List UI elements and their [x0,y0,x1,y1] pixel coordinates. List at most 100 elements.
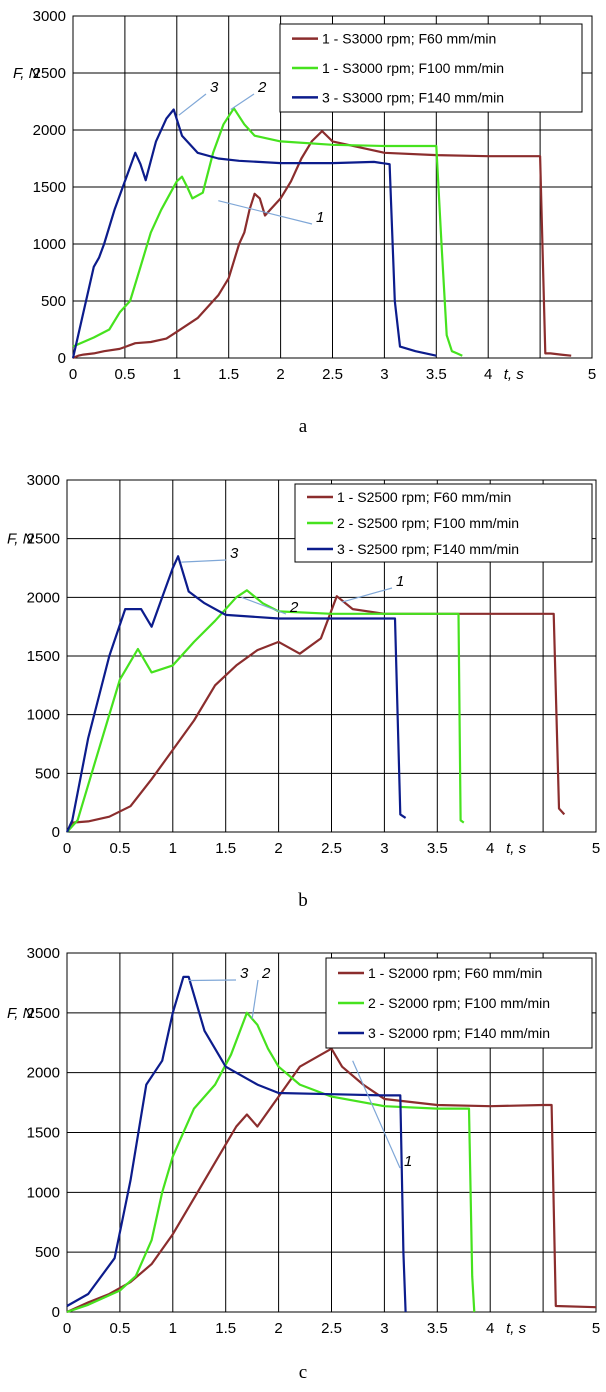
legend-box [325,957,593,1049]
series-line-2 [72,107,463,357]
x-tick-label: 5 [592,1320,600,1337]
annotation-leader [352,1060,401,1169]
y-tick-label: 0 [52,824,60,841]
y-tick-label: 1500 [27,648,60,665]
annotation-label: 1 [396,573,404,590]
x-tick-label: 1.5 [215,840,236,857]
annotation-label: 1 [316,209,324,226]
panel-caption: b [298,890,308,911]
y-tick-label: 3000 [33,8,66,25]
annotation-leader [341,587,393,603]
legend-label: 1 - S3000 rpm; F100 mm/min [322,60,504,76]
y-tick-label: 1500 [27,1125,60,1142]
y-tick-label: 3000 [27,945,60,962]
legend-label: 1 - S2500 rpm; F60 mm/min [337,489,511,505]
legend: 1 - S2500 rpm; F60 mm/min 2 - S2500 rpm; … [294,483,593,563]
legend-label: 1 - S2000 rpm; F60 mm/min [368,965,542,981]
chart-panel-a: 0 500 1000 1500 2000 2500 3000 0 0.5 1 1.5 2 2.5 3 3.5… [13,8,596,437]
y-tick-label: 1000 [27,707,60,724]
legend-label: 2 - S2000 rpm; F100 mm/min [368,995,550,1011]
legend: 1 - S3000 rpm; F60 mm/min 1 - S3000 rpm; … [279,23,583,113]
x-tick-label: 4 [486,840,494,857]
x-tick-label: 1 [169,1320,177,1337]
annotation-label: 3 [210,79,219,96]
annotation-leader [251,979,259,1019]
x-tick-label: 0.5 [114,366,135,383]
legend-label: 1 - S3000 rpm; F60 mm/min [322,31,496,47]
x-tick-label: 1 [169,840,177,857]
y-tick-label: 0 [58,350,66,367]
y-tick-label: 500 [35,1244,60,1261]
series-line-3 [65,555,407,833]
y-tick-label: 500 [35,765,60,782]
legend: 1 - S2000 rpm; F60 mm/min 2 - S2000 rpm; … [325,957,593,1049]
x-tick-label: 0 [63,1320,71,1337]
panel-caption: a [299,416,308,437]
annotation-label: 2 [289,599,299,616]
x-axis-title: t, s [506,840,527,857]
x-tick-label: 2 [276,366,284,383]
x-tick-label: 1.5 [218,366,239,383]
annotation-label: 2 [261,965,271,982]
chart-panel-c: 0 500 1000 1500 2000 2500 3000 0 0.5 1 1.5 2 2.5 3 3.5… [7,945,600,1383]
y-axis-title: F, N [7,531,34,548]
series-line-1 [66,595,566,833]
y-tick-label: 2500 [27,531,60,548]
x-tick-label: 2.5 [321,1320,342,1337]
annotation-leader [218,200,313,225]
annotation-label: 3 [230,545,239,562]
legend-label: 3 - S2000 rpm; F140 mm/min [368,1025,550,1041]
x-tick-label: 2 [274,1320,282,1337]
x-tick-label: 2 [274,840,282,857]
series-line-2 [66,589,465,833]
x-axis-title: t, s [504,366,525,383]
annotation-label: 1 [404,1153,412,1170]
y-tick-label: 1000 [27,1184,60,1201]
x-tick-label: 4 [486,1320,494,1337]
annotation-leader [241,596,287,615]
x-tick-label: 3 [380,840,388,857]
x-axis-title: t, s [506,1320,527,1337]
series-line-2 [66,1011,476,1314]
y-tick-label: 500 [41,293,66,310]
annotation-leader [230,93,255,110]
y-tick-label: 2000 [33,122,66,139]
legend-label: 3 - S3000 rpm; F140 mm/min [322,89,504,105]
annotation-leader [181,559,227,563]
x-tick-label: 1 [173,366,181,383]
y-tick-label: 2500 [27,1005,60,1022]
x-tick-label: 3.5 [427,840,448,857]
x-tick-label: 0 [69,366,77,383]
x-tick-label: 2.5 [322,366,343,383]
legend-label: 3 - S2500 rpm; F140 mm/min [337,541,519,557]
panel-caption: c [299,1362,307,1383]
series-line-3 [71,108,437,359]
annotation-leader [178,93,207,116]
series-line-1 [66,1047,597,1314]
x-tick-label: 2.5 [321,840,342,857]
y-axis-title: F, N [13,65,40,82]
annotation-leader [188,979,237,982]
y-axis-title: F, N [7,1005,34,1022]
legend-box [294,483,593,563]
y-tick-label: 1000 [33,236,66,253]
x-tick-label: 3 [380,366,388,383]
annotation-label: 2 [257,79,267,96]
x-tick-label: 3.5 [427,1320,448,1337]
x-tick-label: 0.5 [109,840,130,857]
series-line-1 [72,130,572,360]
y-tick-label: 2000 [27,589,60,606]
legend-label: 2 - S2500 rpm; F100 mm/min [337,515,519,531]
x-tick-label: 0.5 [109,1320,130,1337]
y-tick-label: 2500 [33,65,66,82]
x-tick-label: 0 [63,840,71,857]
x-tick-label: 3 [380,1320,388,1337]
chart-panel-b: 0 500 1000 1500 2000 2500 3000 0 0.5 1 1.5 2 2.5 3 3.5… [7,472,600,911]
x-tick-label: 3.5 [426,366,447,383]
annotation-label: 3 [240,965,249,982]
x-tick-label: 1.5 [215,1320,236,1337]
y-tick-label: 0 [52,1304,60,1321]
y-tick-label: 3000 [27,472,60,489]
x-tick-label: 4 [484,366,492,383]
